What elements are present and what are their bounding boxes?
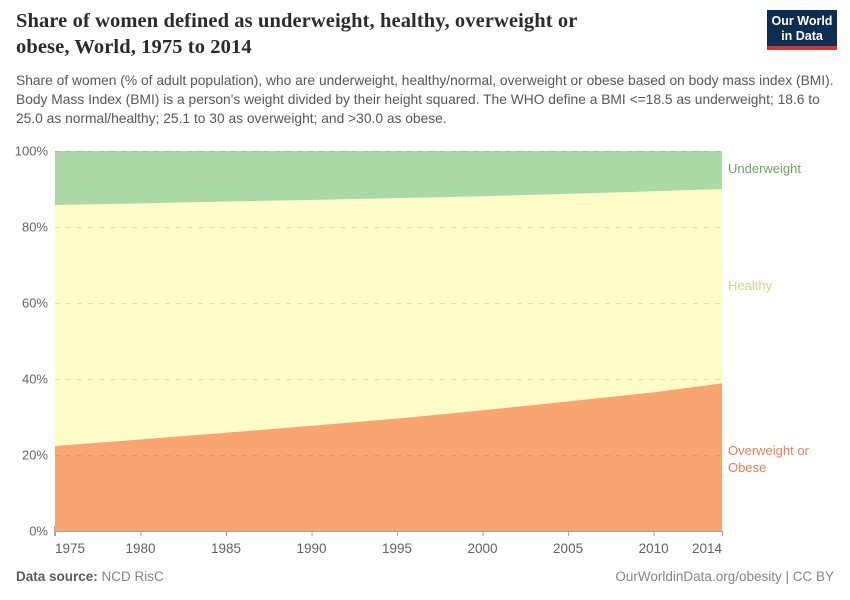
x-tick-label: 1980 [125, 541, 155, 556]
owid-logo[interactable]: Our World in Data [767, 10, 837, 50]
y-tick-label: 80% [22, 220, 48, 235]
chart-subtitle: Share of women (% of adult population), … [16, 73, 834, 126]
credit-link[interactable]: OurWorldinData.org/obesity | CC BY [615, 569, 834, 584]
data-source-value[interactable]: NCD RisC [101, 569, 164, 584]
chart-footer: Data source: NCD RisC OurWorldinData.org… [16, 569, 834, 584]
area-healthy[interactable] [55, 189, 722, 446]
owid-logo-line2: in Data [781, 28, 823, 43]
y-tick-label: 20% [22, 448, 48, 463]
area-overweight-or-obese[interactable] [55, 383, 722, 531]
data-source: Data source: NCD RisC [16, 569, 164, 584]
x-tick-label: 2010 [639, 541, 669, 556]
y-tick-label: 0% [29, 524, 48, 539]
x-tick-label: 2005 [553, 541, 583, 556]
data-source-label: Data source: [16, 569, 98, 584]
y-tick-label: 60% [22, 296, 48, 311]
x-tick-label: 2000 [468, 541, 498, 556]
y-tick-label: 100% [15, 144, 49, 159]
legend-label-overweight-or-obese: Overweight or Obese [728, 443, 809, 475]
y-tick-label: 40% [22, 372, 48, 387]
area-underweight[interactable] [55, 151, 722, 205]
x-tick-label: 1990 [297, 541, 327, 556]
owid-logo-line1: Our World [771, 14, 833, 28]
legend-label-healthy: Healthy [728, 278, 773, 293]
x-tick-label: 1975 [55, 541, 85, 556]
x-tick-label: 1995 [382, 541, 412, 556]
legend-label-underweight: Underweight [728, 161, 801, 176]
x-tick-label: 2014 [692, 541, 723, 556]
x-tick-label: 1985 [211, 541, 241, 556]
page-title: Share of women defined as underweight, h… [16, 10, 578, 58]
